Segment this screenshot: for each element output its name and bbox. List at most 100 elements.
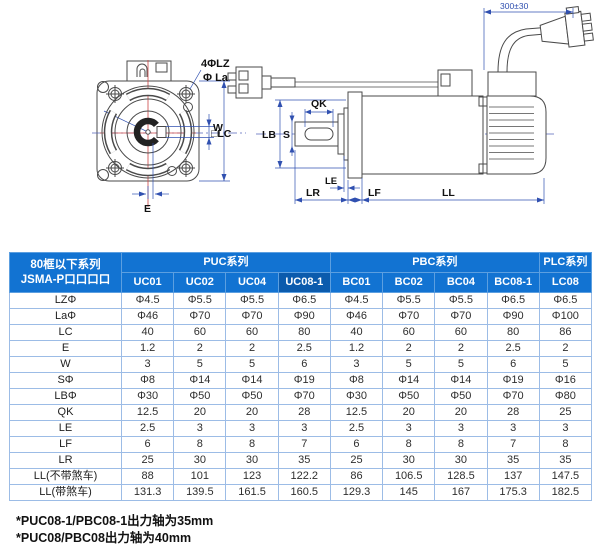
spec-cell: 3 xyxy=(173,420,227,437)
spec-table-body: LZΦ Φ4.5 Φ5.5 Φ5.5 Φ6.5 Φ4.5 Φ5.5 Φ5.5 Φ6.5 Φ6.5 L… xyxy=(9,292,593,501)
spec-cell: 6 xyxy=(329,436,384,453)
row-label: QK xyxy=(9,404,122,421)
spec-cell: 3 xyxy=(382,420,436,437)
table-row: LL(不带煞车) 88 101 123 122.2 86 106.5 128.5 137 147.… xyxy=(9,468,593,485)
spec-cell: 122.2 xyxy=(277,468,331,485)
table-row: LE 2.5 3 3 3 2.5 3 3 3 3 xyxy=(9,420,593,437)
spec-cell: Φ5.5 xyxy=(173,292,227,309)
spec-cell: 8 xyxy=(434,436,488,453)
spec-cell: Φ46 xyxy=(120,308,175,325)
spec-cell: 30 xyxy=(434,452,488,469)
spec-cell: Φ19 xyxy=(277,372,331,389)
series-header: PLC系列 xyxy=(538,252,593,273)
table-row: LR 25 30 30 35 25 30 30 35 35 xyxy=(9,452,593,469)
model-header-uc01: UC01 xyxy=(120,272,175,293)
spec-cell: 131.3 xyxy=(120,484,175,501)
spec-cell: 2.5 xyxy=(277,340,331,357)
spec-cell: 60 xyxy=(382,324,436,341)
spec-cell: Φ50 xyxy=(173,388,227,405)
spec-cell: Φ19 xyxy=(486,372,540,389)
spec-cell: Φ14 xyxy=(434,372,488,389)
table-row: E 1.2 2 2 2.5 1.2 2 2 2.5 2 xyxy=(9,340,593,357)
shaft-boss-circle xyxy=(126,110,170,154)
spec-cell: 160.5 xyxy=(277,484,331,501)
spec-cell: Φ50 xyxy=(434,388,488,405)
row-label: LL(不带煞车) xyxy=(9,468,122,485)
spec-cell: 129.3 xyxy=(329,484,384,501)
model-header-bc02: BC02 xyxy=(382,272,436,293)
spec-cell: 2.5 xyxy=(486,340,540,357)
shaft-section xyxy=(133,117,159,147)
spec-cell: 6 xyxy=(486,356,540,373)
spec-cell: Φ30 xyxy=(329,388,384,405)
spec-cell: 2.5 xyxy=(329,420,384,437)
spec-table-head: 80框以下系列 JSMA-P口口口口 PUC系列 PBC系列 PLC系列 UC01 UC02… xyxy=(9,252,593,293)
table-row: LZΦ Φ4.5 Φ5.5 Φ5.5 Φ6.5 Φ4.5 Φ5.5 Φ5.5 Φ6.5 Φ6.5 xyxy=(9,292,593,309)
row-label: SΦ xyxy=(9,372,122,389)
row-label: LL(带煞车) xyxy=(9,484,122,501)
model-header-lc08: LC08 xyxy=(538,272,593,293)
spec-cell: 30 xyxy=(382,452,436,469)
side-view-drawing xyxy=(227,6,594,204)
spec-cell: 3 xyxy=(277,420,331,437)
spec-cell: 2 xyxy=(434,340,488,357)
spec-cell: 106.5 xyxy=(382,468,436,485)
power-connector xyxy=(539,6,594,48)
spec-cell: 5 xyxy=(538,356,593,373)
spec-cell: 175.3 xyxy=(486,484,540,501)
spec-cell: 128.5 xyxy=(434,468,488,485)
spec-cell: Φ70 xyxy=(173,308,227,325)
series-header: PBC系列 xyxy=(329,252,540,273)
motor-body xyxy=(361,95,484,175)
spec-cell: 145 xyxy=(382,484,436,501)
shaft xyxy=(294,121,339,147)
spec-cell: 30 xyxy=(225,452,279,469)
mounting-holes xyxy=(97,81,195,181)
row-label: W xyxy=(9,356,122,373)
label-lb: LB xyxy=(262,129,276,141)
model-header-bc04: BC04 xyxy=(434,272,488,293)
spec-cell: 5 xyxy=(173,356,227,373)
spec-cell: 3 xyxy=(486,420,540,437)
spec-cell: 101 xyxy=(173,468,227,485)
spec-cell: Φ5.5 xyxy=(434,292,488,309)
table-row: LBΦ Φ30 Φ50 Φ50 Φ70 Φ30 Φ50 Φ50 Φ70 Φ80 xyxy=(9,388,593,405)
spec-cell: 137 xyxy=(486,468,540,485)
terminal-box xyxy=(126,60,172,82)
label-e: E xyxy=(144,203,151,215)
dimension-drawing-svg: 4ΦLZ Φ La W □LC E xyxy=(92,1,594,215)
row-label: LF xyxy=(9,436,122,453)
spec-cell: 40 xyxy=(120,324,175,341)
spec-cell: Φ6.5 xyxy=(538,292,593,309)
label-qk: QK xyxy=(311,98,327,110)
spec-cell: Φ50 xyxy=(382,388,436,405)
motor-dimension-drawing: 4ΦLZ Φ La W □LC E xyxy=(0,0,600,255)
spec-cell: 60 xyxy=(225,324,279,341)
flange-plate xyxy=(347,91,363,179)
spec-cell: Φ90 xyxy=(277,308,331,325)
spec-cell: 8 xyxy=(382,436,436,453)
power-exit-box xyxy=(487,71,537,97)
spec-cell: 3 xyxy=(329,356,384,373)
spec-cell: 3 xyxy=(434,420,488,437)
spec-cell: 12.5 xyxy=(120,404,175,421)
spec-cell: Φ70 xyxy=(486,388,540,405)
spec-cell: 6 xyxy=(120,436,175,453)
table-row: SΦ Φ8 Φ14 Φ14 Φ19 Φ8 Φ14 Φ14 Φ19 Φ16 xyxy=(9,372,593,389)
spec-cell: 167 xyxy=(434,484,488,501)
spec-cell: 3 xyxy=(225,420,279,437)
table-row: LL(带煞车) 131.3 139.5 161.5 160.5 129.3 145 167 17… xyxy=(9,484,593,501)
spec-cell: 2 xyxy=(382,340,436,357)
footnotes: *PUC08-1/PBC08-1出力轴为35mm *PUC08/PBC08出力轴… xyxy=(16,513,213,547)
row-label: LZΦ xyxy=(9,292,122,309)
label-s: S xyxy=(283,129,290,141)
spec-cell: 123 xyxy=(225,468,279,485)
row-label: E xyxy=(9,340,122,357)
label-lf: LF xyxy=(368,187,381,199)
footnote-1: *PUC08-1/PBC08-1出力轴为35mm xyxy=(16,514,214,528)
spec-cell: 182.5 xyxy=(538,484,593,501)
spec-cell: 86 xyxy=(538,324,593,341)
spec-cell: 12.5 xyxy=(329,404,384,421)
spec-cell: Φ4.5 xyxy=(120,292,175,309)
